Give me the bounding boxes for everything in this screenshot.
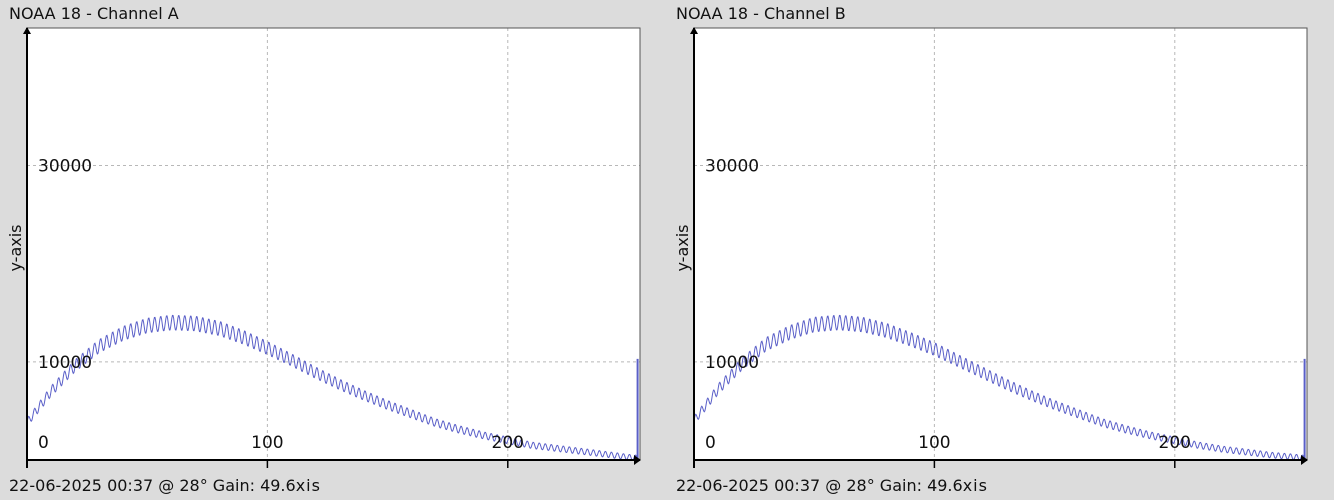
status-text: 22-06-2025 00:37 @ 28° Gain: 49.6 (9, 476, 296, 495)
status-suffix: xis (295, 476, 321, 495)
chart-title: NOAA 18 - Channel B (676, 4, 846, 23)
x-tick-label: 100 (251, 433, 283, 453)
y-axis-title: y-axis (673, 224, 692, 271)
y-axis-arrow (23, 27, 31, 34)
y-tick-label: 30000 (38, 156, 92, 176)
status-text: 22-06-2025 00:37 @ 28° Gain: 49.6 (676, 476, 963, 495)
channel-a-chart: 0 100 200 10000 30000 y-axis (6, 27, 641, 468)
y-tick-label: 30000 (705, 156, 759, 176)
x-tick-label: 100 (918, 433, 950, 453)
chart-title: NOAA 18 - Channel A (9, 4, 179, 23)
series-line (26, 314, 639, 461)
channel-b-chart: 0 100 200 10000 30000 y-axis (673, 27, 1308, 468)
status-line: 22-06-2025 00:37 @ 28° Gain: 49.6xis (9, 476, 321, 495)
series-line (693, 314, 1306, 461)
x-tick-label: 200 (492, 433, 524, 453)
plot-background (27, 28, 640, 460)
x-tick-label: 0 (705, 433, 716, 453)
channel-a-panel: NOAA 18 - Channel A 0 100 200 10000 30000 y-a… (6, 4, 641, 495)
y-tick-label: 10000 (705, 353, 759, 373)
plot-background (694, 28, 1307, 460)
y-axis-title: y-axis (6, 224, 25, 271)
y-axis-arrow (690, 27, 698, 34)
x-tick-label: 0 (38, 433, 49, 453)
x-tick-label: 200 (1159, 433, 1191, 453)
status-suffix: xis (962, 476, 988, 495)
x-axis-arrow (634, 455, 641, 465)
status-line: 22-06-2025 00:37 @ 28° Gain: 49.6xis (676, 476, 988, 495)
x-axis-arrow (1301, 455, 1308, 465)
channel-b-panel: NOAA 18 - Channel B 0 100 200 10000 30000 y-a… (667, 0, 1334, 500)
y-tick-label: 10000 (38, 353, 92, 373)
